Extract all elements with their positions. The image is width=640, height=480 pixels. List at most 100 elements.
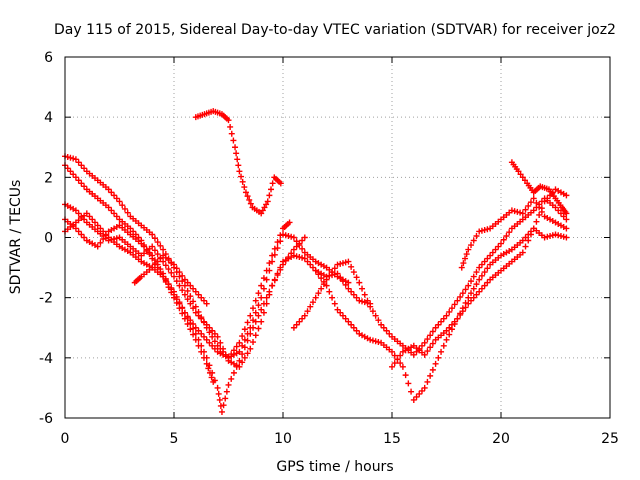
data-point [386, 330, 393, 337]
data-point [260, 275, 267, 282]
data-point [555, 232, 562, 239]
data-point [318, 275, 325, 282]
data-point [83, 210, 90, 217]
data-point [138, 240, 145, 247]
data-point [468, 242, 475, 249]
data-point [227, 123, 234, 130]
data-point [315, 271, 322, 278]
data-point [454, 297, 461, 304]
data-point [495, 243, 502, 250]
data-point [476, 264, 483, 271]
data-point [290, 246, 297, 253]
data-point [255, 290, 262, 297]
data-point [544, 233, 551, 240]
data-point [70, 171, 77, 178]
data-point [364, 297, 371, 304]
data-point [525, 237, 532, 244]
data-point [94, 222, 101, 229]
data-point [244, 350, 251, 357]
data-point [470, 273, 477, 280]
data-point [252, 309, 259, 316]
data-point [89, 216, 96, 223]
data-point [468, 290, 475, 297]
data-point [198, 315, 205, 322]
data-point [424, 378, 431, 385]
data-point [274, 245, 281, 252]
data-point [443, 327, 450, 334]
data-point [236, 339, 243, 346]
data-point [171, 261, 177, 268]
data-point [97, 239, 104, 246]
data-point [78, 162, 85, 169]
data-point [217, 402, 224, 409]
data-point [473, 291, 480, 298]
data-point [203, 300, 210, 307]
data-point [293, 253, 300, 260]
data-point [203, 336, 210, 343]
x-axis-label: GPS time / hours [276, 459, 393, 475]
data-point [435, 321, 442, 328]
data-point [429, 366, 436, 373]
data-point [105, 204, 112, 211]
data-point [301, 255, 308, 262]
data-point [236, 357, 243, 364]
data-point [530, 207, 537, 214]
data-point [519, 210, 526, 217]
data-point [258, 318, 265, 325]
data-point [258, 306, 265, 313]
data-point [563, 210, 570, 217]
data-point [481, 226, 488, 233]
data-point [64, 165, 71, 172]
data-point [242, 189, 249, 196]
data-point [211, 377, 218, 384]
data-point [522, 234, 529, 241]
data-point [563, 234, 570, 241]
data-point [230, 137, 237, 144]
data-point [293, 243, 300, 250]
data-point [146, 249, 153, 256]
data-point [157, 255, 164, 262]
data-point [246, 196, 253, 203]
data-point [418, 387, 425, 394]
data-point [228, 130, 235, 137]
data-point [484, 255, 491, 262]
data-point [416, 390, 423, 397]
data-point [345, 318, 352, 325]
data-point [372, 312, 379, 319]
data-point [470, 294, 477, 301]
data-point [181, 282, 188, 289]
x-tick-label: 25 [601, 431, 619, 447]
data-point [234, 156, 241, 163]
data-point [225, 354, 232, 361]
data-point [113, 195, 120, 202]
data-point [100, 228, 107, 235]
series-track-6 [131, 252, 210, 307]
data-point [503, 232, 510, 239]
data-point [121, 205, 128, 212]
data-points [62, 108, 570, 415]
data-point [459, 308, 466, 315]
data-point [277, 238, 284, 245]
data-point [465, 300, 472, 307]
data-point [476, 276, 483, 283]
data-point [258, 210, 265, 217]
data-point [410, 396, 417, 403]
data-point [418, 342, 425, 349]
data-point [440, 315, 447, 322]
data-point [484, 226, 491, 233]
data-point [264, 198, 271, 205]
data-point [72, 207, 79, 214]
data-point [380, 324, 387, 331]
data-point [473, 269, 480, 276]
data-point [334, 270, 341, 277]
data-point [187, 320, 194, 327]
data-point [160, 273, 167, 280]
data-point [184, 287, 191, 294]
data-point [228, 351, 235, 358]
data-point [481, 282, 488, 289]
data-point [67, 168, 74, 175]
data-point [326, 288, 333, 295]
data-point [309, 299, 316, 306]
data-point [271, 245, 278, 252]
data-point [230, 369, 237, 376]
